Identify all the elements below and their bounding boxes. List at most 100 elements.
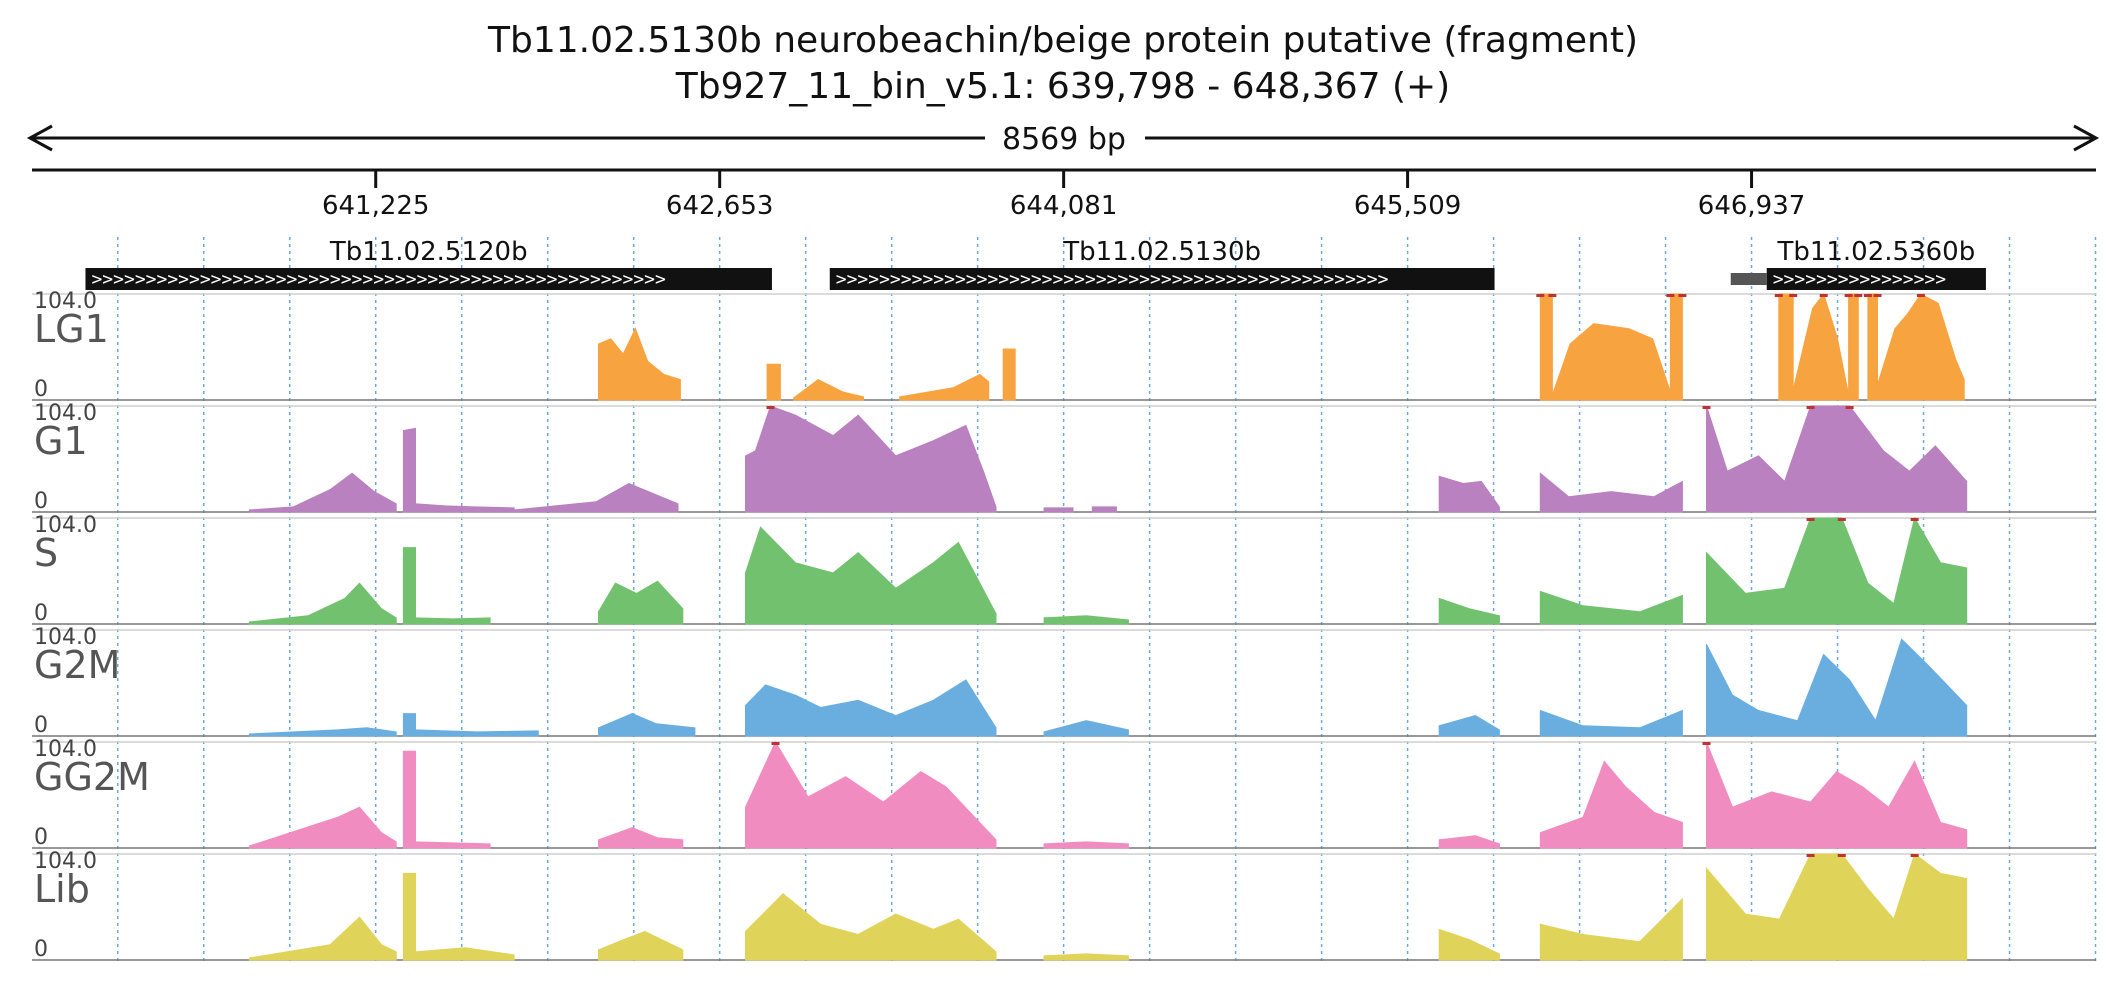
gene-label: Tb11.02.5130b [1062, 237, 1261, 267]
clipped-marker [1702, 742, 1711, 745]
coverage-area [1539, 472, 1683, 513]
gene-model: >>>>>>>>>>>>>>>>>>>>>>>>>>>>>>>>>>>>>>>>… [829, 237, 1495, 290]
coverage-area [415, 947, 515, 961]
coverage-area [1043, 841, 1129, 849]
track-ymax-label: 104.0 [34, 513, 97, 538]
strand-arrows: >>>>>>>>>>>>>>>> [1773, 269, 1947, 290]
track-name: LG1 [34, 307, 109, 351]
coordinate-axis: 641,225 642,653 644,081 645,509 646,937 [32, 168, 2096, 221]
strand-arrows: >>>>>>>>>>>>>>>>>>>>>>>>>>>>>>>>>>>>>>>>… [836, 269, 1389, 290]
clipped-marker [1916, 294, 1925, 297]
coverage-area [415, 841, 491, 849]
gene-model: >>>>>>>>>>>>>>>>Tb11.02.5360b [1766, 237, 1986, 290]
coverage-area [1706, 516, 1968, 625]
clipped-marker [1789, 294, 1798, 297]
coverage-area [1438, 475, 1500, 513]
clipped-marker [1844, 294, 1853, 297]
coverage-area [402, 427, 416, 513]
track-ymin-label: 0 [34, 489, 48, 514]
clipped-marker [1873, 294, 1882, 297]
track-ymax-label: 104.0 [34, 401, 97, 426]
track-name: Lib [34, 867, 90, 911]
track-name: GG2M [34, 755, 150, 799]
strand-arrows: >>>>>>>>>>>>>>>>>>>>>>>>>>>>>>>>>>>>>>>>… [91, 269, 666, 290]
track-g2m: 104.0 0 G2M [32, 625, 2096, 738]
chart-title: Tb11.02.5130b neurobeachin/beige protein… [487, 20, 1639, 61]
coverage-area [1551, 323, 1671, 401]
coverage-area [513, 482, 679, 513]
track-ymin-label: 0 [34, 377, 48, 402]
coverage-area [1438, 928, 1500, 961]
coverage-area [598, 713, 696, 737]
track-g1: 104.0 0 G1 [32, 401, 2096, 514]
clipped-marker [1863, 294, 1872, 297]
coverage-area [248, 806, 397, 849]
clipped-marker [1666, 294, 1675, 297]
coverage-area [745, 526, 997, 625]
coverage-area [1706, 405, 1968, 513]
clipped-marker [1806, 406, 1815, 409]
coverage-area [1848, 293, 1859, 401]
coverage-area [248, 727, 397, 737]
coverage-area [766, 363, 781, 401]
chart-subtitle: Tb927_11_bin_v5.1: 639,798 - 648,367 (+) [675, 66, 1451, 107]
coverage-area [1091, 506, 1117, 513]
track-lg1: 104.0 0 LG1 [32, 289, 2096, 402]
clipped-marker [1854, 294, 1863, 297]
clipped-marker [1806, 518, 1815, 521]
clipped-marker [771, 742, 780, 745]
coverage-area [1438, 597, 1500, 625]
coverage-area [1438, 835, 1500, 849]
track-s: 104.0 0 S [32, 513, 2096, 626]
coverage-area [1877, 293, 1965, 401]
gene-body [829, 268, 1495, 290]
coverage-area [402, 547, 416, 625]
span-label: 8569 bp [1002, 122, 1126, 157]
coverage-area [1043, 720, 1129, 737]
coverage-area [793, 379, 864, 401]
track-ymax-label: 104.0 [34, 289, 97, 314]
coverage-area [1867, 293, 1878, 401]
coverage-area [1043, 507, 1074, 513]
track-name: G2M [34, 643, 120, 687]
coverage-area [745, 405, 997, 513]
gene-label: Tb11.02.5360b [1776, 237, 1975, 267]
coverage-area [1002, 348, 1016, 401]
clipped-marker [766, 406, 775, 409]
axis-tick-label: 641,225 [322, 191, 430, 221]
gene-body [1766, 268, 1986, 290]
coverage-area [745, 679, 997, 737]
gene-utr [1730, 273, 1767, 285]
coverage-area [899, 373, 990, 401]
gene-label: Tb11.02.5120b [329, 237, 528, 267]
coverage-area [402, 872, 416, 961]
clipped-marker [1910, 518, 1919, 521]
coverage-area [248, 472, 397, 513]
span-arrow: 8569 bp [26, 122, 2100, 157]
clipped-marker [1702, 406, 1711, 409]
track-name: S [34, 531, 58, 575]
coverage-area [1706, 638, 1968, 737]
track-ymax-label: 104.0 [34, 849, 97, 874]
clipped-marker [1910, 854, 1919, 857]
track-lib: 104.0 0 Lib [32, 849, 2096, 962]
coverage-area [598, 580, 684, 625]
clipped-marker [1678, 294, 1687, 297]
track-ymin-label: 0 [34, 713, 48, 738]
coverage-area [248, 916, 397, 961]
clipped-marker [1774, 294, 1783, 297]
coverage-area [402, 750, 416, 849]
track-gg2m: 104.0 0 GG2M [32, 737, 2096, 850]
span-arrow-right-head [2073, 124, 2100, 152]
coverage-area [1043, 953, 1129, 961]
coverage-area [415, 503, 515, 513]
coverage-area [1778, 293, 1794, 401]
gene-track: >>>>>>>>>>>>>>>>>>>>>>>>>>>>>>>>>>>>>>>>… [85, 237, 1986, 290]
track-ymin-label: 0 [34, 601, 48, 626]
coverage-area [1706, 741, 1968, 849]
axis-tick-label: 644,081 [1010, 191, 1118, 221]
coverage-area [598, 327, 681, 401]
coverage-area [1539, 590, 1683, 625]
coverage-area [598, 930, 684, 961]
